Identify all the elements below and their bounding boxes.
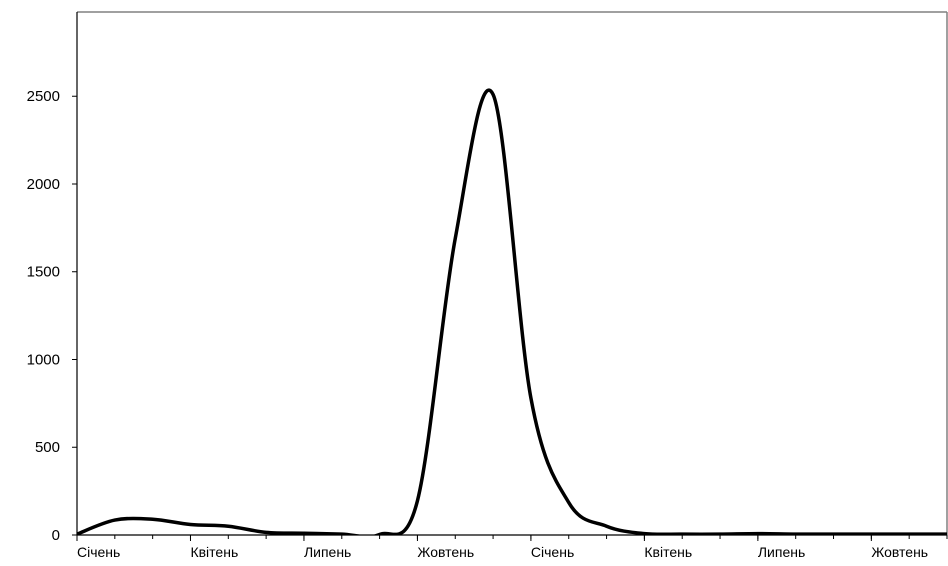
y-tick-label: 0 [52, 527, 60, 544]
x-tick-label: Липень [758, 544, 805, 560]
x-tick-label: Липень [304, 544, 351, 560]
y-tick-label: 500 [35, 439, 60, 456]
plot-area [77, 88, 947, 535]
series-line [77, 88, 947, 535]
x-tick-label: Жовтень [417, 544, 474, 560]
y-tick-label: 1000 [27, 351, 60, 368]
x-tick-label: Жовтень [871, 544, 928, 560]
x-tick-label: Квітень [644, 544, 692, 560]
y-tick-label: 1500 [27, 264, 60, 281]
chart-axes: 0 500 1000 1500 2000 2500 Січень Квітень Липень Ж… [27, 11, 948, 560]
x-tick-label: Квітень [190, 544, 238, 560]
x-tick-label: Січень [77, 544, 120, 560]
y-tick-label: 2000 [27, 176, 60, 193]
x-tick-label: Січень [531, 544, 574, 560]
y-tick-label: 2500 [27, 88, 60, 105]
